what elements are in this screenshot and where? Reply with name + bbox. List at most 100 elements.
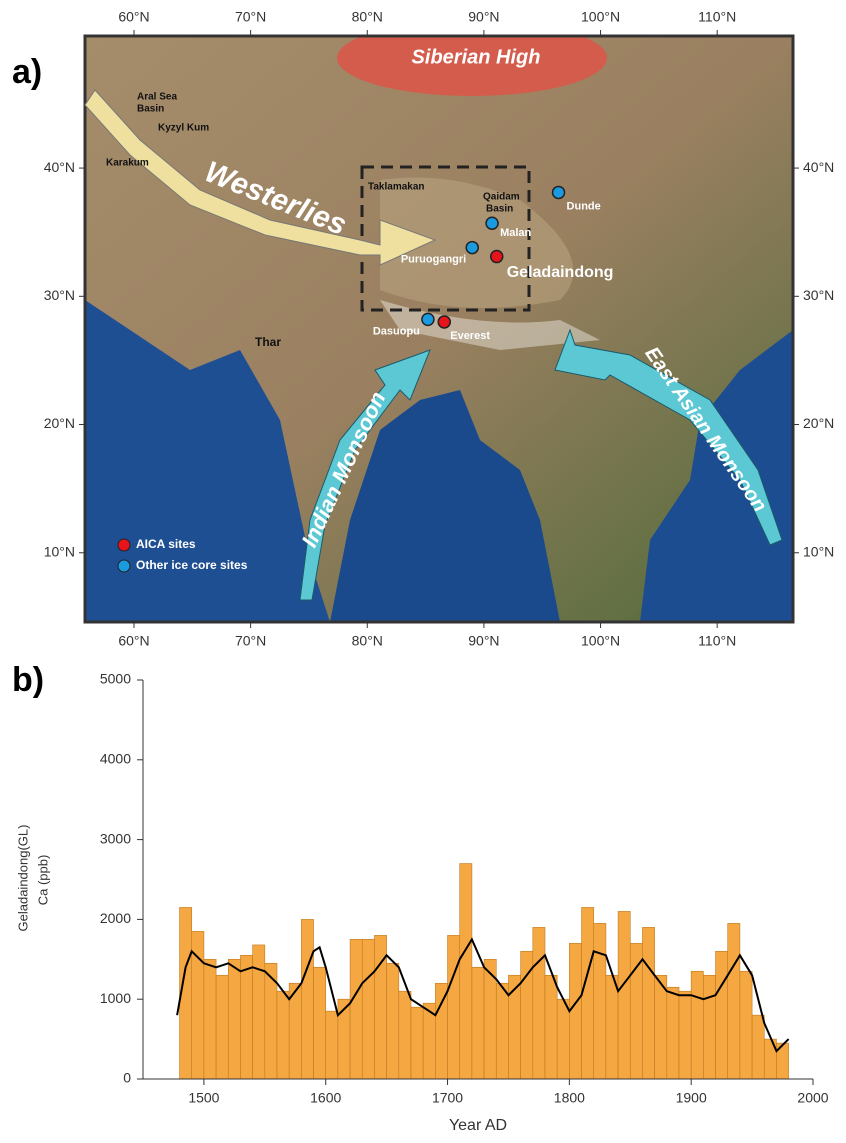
bar — [752, 1015, 764, 1079]
bar — [350, 939, 362, 1079]
x-tick-label: 1700 — [432, 1090, 463, 1106]
x-tick-label: 1600 — [310, 1090, 341, 1106]
x-tick-label: 70°N — [235, 9, 266, 25]
site-label: Dasuopu — [373, 325, 420, 337]
x-tick-label: 100°N — [581, 633, 620, 649]
bar — [703, 975, 715, 1079]
bar — [314, 967, 326, 1079]
y-tick-label: 3000 — [100, 830, 131, 846]
bar — [411, 1007, 423, 1079]
site-label: Dunde — [567, 200, 601, 212]
bar — [204, 959, 216, 1079]
region-label: Thar — [255, 335, 281, 349]
bar — [338, 999, 350, 1079]
legend-marker — [118, 539, 130, 551]
legend-label: AICA sites — [136, 537, 196, 551]
y-tick-label: 20°N — [44, 415, 75, 431]
x-tick-label: 80°N — [352, 9, 383, 25]
bar — [216, 975, 228, 1079]
bar — [606, 975, 618, 1079]
bar — [435, 983, 447, 1079]
bar — [545, 975, 557, 1079]
legend-marker — [118, 560, 130, 572]
y-tick-label: 2000 — [100, 910, 131, 926]
x-tick-label: 100°N — [581, 9, 620, 25]
bar — [716, 951, 728, 1079]
bar — [387, 963, 399, 1079]
x-tick-label: 70°N — [235, 633, 266, 649]
site-marker — [553, 186, 565, 198]
x-tick-label: 110°N — [698, 633, 736, 649]
bar — [362, 939, 374, 1079]
y-tick-label: 10°N — [803, 543, 834, 559]
site-marker — [491, 251, 503, 263]
site-marker — [486, 217, 498, 229]
region-label: Siberian High — [412, 46, 541, 68]
region-label: Qaidam — [483, 192, 520, 203]
region-label: Basin — [137, 104, 164, 115]
bar — [253, 945, 265, 1079]
region-label: Basin — [486, 204, 513, 215]
bar — [399, 991, 411, 1079]
bar — [594, 923, 606, 1079]
x-tick-label: 80°N — [352, 633, 383, 649]
site-marker — [438, 316, 450, 328]
y-tick-label: 30°N — [803, 287, 834, 303]
bar — [326, 1011, 338, 1079]
x-axis-label: Year AD — [449, 1117, 507, 1134]
bar — [240, 955, 252, 1079]
y-axis-label: Ca (ppb) — [35, 855, 50, 906]
panel-label: b) — [12, 661, 44, 699]
y-tick-label: 40°N — [44, 159, 75, 175]
x-tick-label: 60°N — [118, 9, 149, 25]
bar — [557, 999, 569, 1079]
region-label: Karakum — [106, 158, 149, 169]
site-marker — [466, 242, 478, 254]
bar — [496, 983, 508, 1079]
bar — [642, 927, 654, 1079]
region-label: Taklamakan — [368, 182, 425, 193]
site-label: Malan — [500, 227, 531, 239]
region-label: Aral Sea — [137, 92, 177, 103]
y-tick-label: 0 — [123, 1070, 131, 1086]
figure: a) Siberian High Westerlies Indian Monso… — [0, 0, 846, 1138]
x-tick-label: 1900 — [676, 1090, 707, 1106]
bar — [301, 919, 313, 1079]
x-tick-label: 1500 — [188, 1090, 219, 1106]
y-tick-label: 4000 — [100, 751, 131, 767]
y-axis-label: Geladaindong(GL) — [15, 825, 30, 932]
bar — [569, 943, 581, 1079]
y-tick-label: 40°N — [803, 159, 834, 175]
x-tick-label: 90°N — [468, 633, 499, 649]
x-tick-label: 90°N — [468, 9, 499, 25]
bar — [655, 975, 667, 1079]
panel-label: a) — [12, 53, 42, 91]
site-marker — [422, 313, 434, 325]
bar — [448, 935, 460, 1079]
x-tick-label: 1800 — [554, 1090, 585, 1106]
bar — [460, 864, 472, 1079]
bar — [618, 911, 630, 1079]
bar — [508, 975, 520, 1079]
x-tick-label: 2000 — [797, 1090, 828, 1106]
site-label: Geladaindong — [507, 264, 614, 281]
bar — [667, 987, 679, 1079]
site-label: Everest — [450, 330, 490, 342]
bar — [533, 927, 545, 1079]
bar — [472, 967, 484, 1079]
bar — [582, 907, 594, 1079]
site-label: Puruogangri — [401, 253, 466, 265]
x-tick-label: 60°N — [118, 633, 149, 649]
legend-label: Other ice core sites — [136, 558, 248, 572]
region-label: Kyzyl Kum — [158, 123, 209, 134]
y-tick-label: 5000 — [100, 671, 131, 687]
bar — [228, 959, 240, 1079]
bar — [740, 971, 752, 1079]
bar — [728, 923, 740, 1079]
bar — [277, 991, 289, 1079]
y-tick-label: 20°N — [803, 415, 834, 431]
bar — [630, 943, 642, 1079]
bar — [679, 991, 691, 1079]
x-tick-label: 110°N — [698, 9, 736, 25]
y-tick-label: 1000 — [100, 990, 131, 1006]
